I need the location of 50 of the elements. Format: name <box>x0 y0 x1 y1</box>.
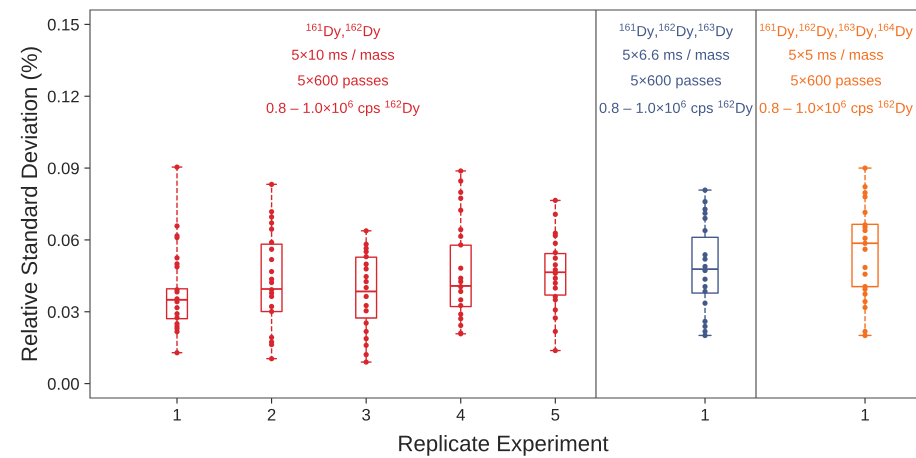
point <box>702 276 708 282</box>
annotation: 5×5 ms / mass <box>788 49 884 60</box>
point <box>702 284 708 290</box>
annotation: 5×600 passes <box>790 75 882 88</box>
x-tick-label: 1 <box>174 409 181 420</box>
point <box>862 246 868 252</box>
point <box>862 184 868 190</box>
point <box>862 264 868 270</box>
point <box>702 300 708 306</box>
point <box>862 165 868 171</box>
point <box>862 210 868 215</box>
annotation: 5×6.6 ms / mass <box>622 49 730 60</box>
annotation: 0.8 – 1.0×10$^{6}$ cps $^{162}$Dy <box>600 100 753 116</box>
y-tick-label: 0.06 <box>48 234 79 246</box>
point <box>702 324 708 329</box>
point <box>862 240 868 246</box>
annotation: 0.8 – 1.0×10$^{6}$ cps $^{162}$Dy <box>266 100 420 116</box>
point <box>862 236 868 241</box>
y-tick-label: 0.09 <box>48 162 79 174</box>
y-tick-label: 0.03 <box>48 306 79 318</box>
point <box>702 216 708 221</box>
point <box>862 304 868 310</box>
annotation: $^{161}$Dy,$^{162}$Dy,$^{163}$Dy <box>620 24 734 40</box>
y-axis-title: Relative Standard Deviation (%) <box>20 47 42 360</box>
annotation: 5×600 passes <box>298 75 388 88</box>
y-tick-label: 0.15 <box>48 18 79 31</box>
annotation: 5×600 passes <box>630 75 722 88</box>
y-tick-label: 0.00 <box>48 378 79 390</box>
x-tick-label: 3 <box>362 408 370 421</box>
point <box>862 272 868 277</box>
point <box>702 199 708 204</box>
annotation: 0.8 – 1.0×10$^{6}$ cps $^{162}$Dy <box>760 100 913 116</box>
x-tick-label: 1 <box>702 409 709 420</box>
x-tick-label: 5 <box>551 409 560 421</box>
annotation: 5×10 ms / mass <box>292 49 394 60</box>
x-tick-label: 4 <box>456 409 465 420</box>
point <box>702 318 708 324</box>
point <box>862 194 868 200</box>
point <box>702 210 708 216</box>
annotation: $^{161}$Dy,$^{162}$Dy <box>306 24 380 40</box>
point <box>862 298 868 304</box>
annotation: $^{161}$Dy,$^{162}$Dy,$^{163}$Dy,$^{164}$Dy <box>760 24 913 40</box>
y-tick-label: 0.12 <box>48 90 79 102</box>
point <box>862 291 868 297</box>
x-tick-label: 2 <box>268 408 276 420</box>
point <box>702 188 708 193</box>
x-tick-label: 1 <box>862 409 869 420</box>
point <box>702 288 708 294</box>
point <box>702 228 708 234</box>
x-axis-title: Replicate Experiment <box>399 434 608 456</box>
